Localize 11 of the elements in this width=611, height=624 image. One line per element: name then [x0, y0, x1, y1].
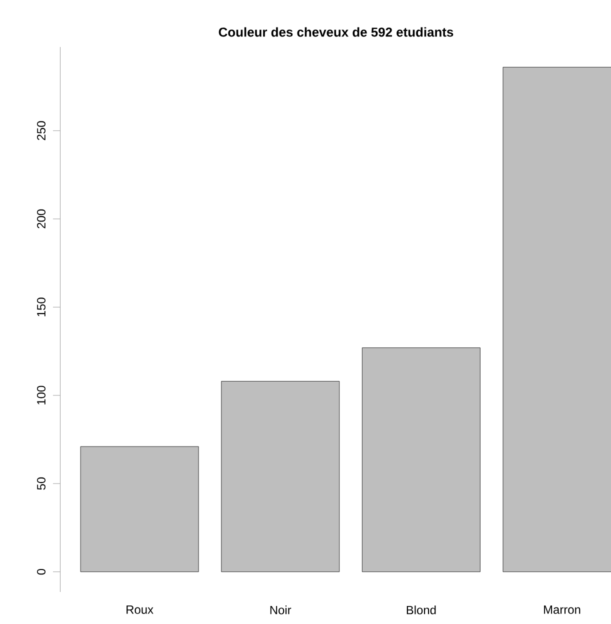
y-tick-label: 250 [37, 121, 46, 140]
x-tick-label: Roux [126, 606, 154, 614]
y-tick-label: 100 [37, 386, 46, 404]
y-tick-label: 200 [37, 209, 46, 228]
y-tick-label: 50 [37, 477, 46, 490]
y-tick-label: 0 [37, 568, 46, 575]
x-tick-label: Blond [406, 606, 436, 614]
chart-title: Couleur des cheveux de 592 etudiants [218, 27, 454, 37]
x-tick-label: Noir [270, 606, 292, 614]
y-tick-label: 150 [37, 298, 46, 316]
x-tick-label: Marron [544, 606, 580, 614]
